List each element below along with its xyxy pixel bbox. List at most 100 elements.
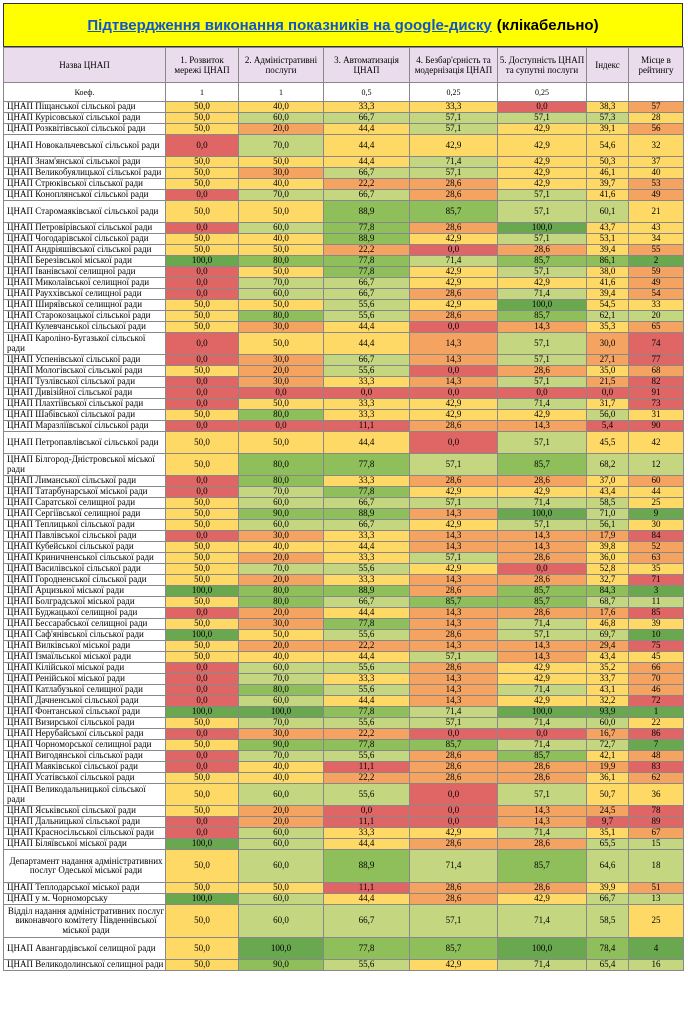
cnap-name-cell: ЦНАП Петровірівської сільської ради	[3, 222, 166, 234]
score-cell: 57,1	[409, 453, 498, 476]
score-cell: 50,0	[165, 497, 239, 509]
score-cell: 42,9	[497, 178, 587, 190]
score-cell: 14,3	[409, 618, 498, 630]
score-cell: 0,0	[409, 728, 498, 740]
score-cell: 50,0	[165, 882, 239, 894]
score-cell: 28,6	[409, 761, 498, 773]
table-row: ЦНАП Ширяївської селищної ради 50,0 50,0 55…	[3, 299, 684, 311]
table-row: ЦНАП Городненської сільської ради 50,0 20,…	[3, 574, 684, 586]
score-cell: 57,1	[409, 552, 498, 564]
rank-cell: 2	[628, 255, 684, 267]
cnap-name-cell: ЦНАП Маяківської сільської ради	[3, 761, 166, 773]
score-cell: 57,1	[409, 167, 498, 179]
table-row: ЦНАП Вигодянської сільської ради 0,0 70,0 5…	[3, 750, 684, 762]
table-row: ЦНАП Павлівської сільської ради 0,0 30,0 33…	[3, 530, 684, 542]
rank-cell: 30	[628, 519, 684, 531]
score-cell: 50,0	[165, 112, 239, 124]
score-cell: 100,0	[165, 585, 239, 597]
index-cell: 35,0	[586, 365, 629, 377]
cnap-name-cell: ЦНАП Кулевчанської сільської ради	[3, 321, 166, 333]
cnap-name-cell: ЦНАП Саф'янівської сільської ради	[3, 629, 166, 641]
index-cell: 17,6	[586, 607, 629, 619]
table-row: Департамент надання адміністративних пос…	[3, 849, 684, 883]
index-cell: 29,4	[586, 640, 629, 652]
header-cell: 4. Безбар'єрність та модернізація ЦНАП	[409, 47, 498, 83]
rank-cell: 18	[628, 849, 684, 883]
score-cell: 28,6	[497, 607, 587, 619]
score-cell: 57,1	[497, 189, 587, 201]
rank-cell: 89	[628, 816, 684, 828]
score-cell: 40,0	[238, 651, 324, 663]
score-cell: 100,0	[238, 706, 324, 718]
score-cell: 50,0	[165, 574, 239, 586]
table-row: ЦНАП Саф'янівської сільської ради 100,0 50…	[3, 629, 684, 641]
score-cell: 60,0	[238, 112, 324, 124]
score-cell: 0,0	[165, 816, 239, 828]
rank-cell: 73	[628, 398, 684, 410]
score-cell: 60,0	[238, 838, 324, 850]
score-cell: 77,8	[323, 739, 410, 751]
score-cell: 77,8	[323, 706, 410, 718]
score-cell: 44,4	[323, 651, 410, 663]
cnap-name-cell: ЦНАП Саратської селищної ради	[3, 497, 166, 509]
score-cell: 50,0	[238, 244, 324, 256]
index-cell: 58,5	[586, 497, 629, 509]
header-cell: Назва ЦНАП	[3, 47, 166, 83]
score-cell: 42,9	[497, 409, 587, 421]
score-cell: 42,9	[409, 299, 498, 311]
score-cell: 11,1	[323, 420, 410, 432]
score-cell: 55,6	[323, 299, 410, 311]
score-cell: 0,0	[238, 387, 324, 399]
cnap-name-cell: ЦНАП Рауххівської селищної ради	[3, 288, 166, 300]
score-cell: 20,0	[238, 816, 324, 828]
table-row: ЦНАП Петропавлівської сільської ради 50,0…	[3, 431, 684, 454]
score-cell: 80,0	[238, 475, 324, 487]
score-cell: 0,0	[165, 387, 239, 399]
coef-cell: 0,5	[323, 82, 410, 102]
score-cell: 14,3	[409, 684, 498, 696]
score-cell: 20,0	[238, 640, 324, 652]
index-cell: 68,7	[586, 596, 629, 608]
score-cell: 70,0	[238, 673, 324, 685]
score-cell: 57,1	[497, 233, 587, 245]
coef-cell	[628, 82, 684, 102]
score-cell: 33,3	[323, 673, 410, 685]
rank-cell: 75	[628, 640, 684, 652]
index-cell: 9,7	[586, 816, 629, 828]
score-cell: 80,0	[238, 409, 324, 421]
score-cell: 33,3	[409, 101, 498, 113]
score-cell: 28,6	[497, 772, 587, 784]
table-row: ЦНАП Болградської міської ради 50,0 80,0 66…	[3, 596, 684, 608]
index-cell: 54,5	[586, 299, 629, 311]
score-cell: 14,3	[409, 354, 498, 366]
google-drive-link[interactable]: Підтвердження виконання показників на go…	[87, 16, 492, 34]
table-row: ЦНАП Ізмаїльської міської ради 50,0 40,0 44…	[3, 651, 684, 663]
score-cell: 14,3	[497, 651, 587, 663]
score-cell: 28,6	[409, 310, 498, 322]
score-cell: 70,0	[238, 717, 324, 729]
score-cell: 40,0	[238, 101, 324, 113]
score-cell: 0,0	[165, 607, 239, 619]
score-cell: 0,0	[165, 288, 239, 300]
score-cell: 77,8	[323, 453, 410, 476]
score-cell: 50,0	[238, 629, 324, 641]
score-cell: 60,0	[238, 695, 324, 707]
score-cell: 44,4	[323, 838, 410, 850]
score-cell: 50,0	[165, 772, 239, 784]
score-cell: 0,0	[165, 332, 239, 355]
score-cell: 50,0	[165, 541, 239, 553]
score-cell: 14,3	[409, 530, 498, 542]
cnap-name-cell: ЦНАП Авангардівської селищної ради	[3, 937, 166, 960]
cnap-name-cell: ЦНАП Маразліївської сільської ради	[3, 420, 166, 432]
score-cell: 60,0	[238, 222, 324, 234]
index-cell: 38,3	[586, 101, 629, 113]
score-cell: 50,0	[165, 156, 239, 168]
score-cell: 71,4	[497, 398, 587, 410]
rank-cell: 72	[628, 695, 684, 707]
table-body: ЦНАП Піщанської сільської ради 50,0 40,0 33…	[3, 101, 684, 971]
rank-cell: 43	[628, 222, 684, 234]
score-cell: 28,6	[409, 288, 498, 300]
table-row: ЦНАП Піщанської сільської ради 50,0 40,0 33…	[3, 101, 684, 113]
ranking-table: Назва ЦНАП 1. Розвиток мережі ЦНАП 2. Ад…	[3, 47, 684, 971]
table-row: ЦНАП Татарбунарської міської ради 0,0 70,0…	[3, 486, 684, 498]
